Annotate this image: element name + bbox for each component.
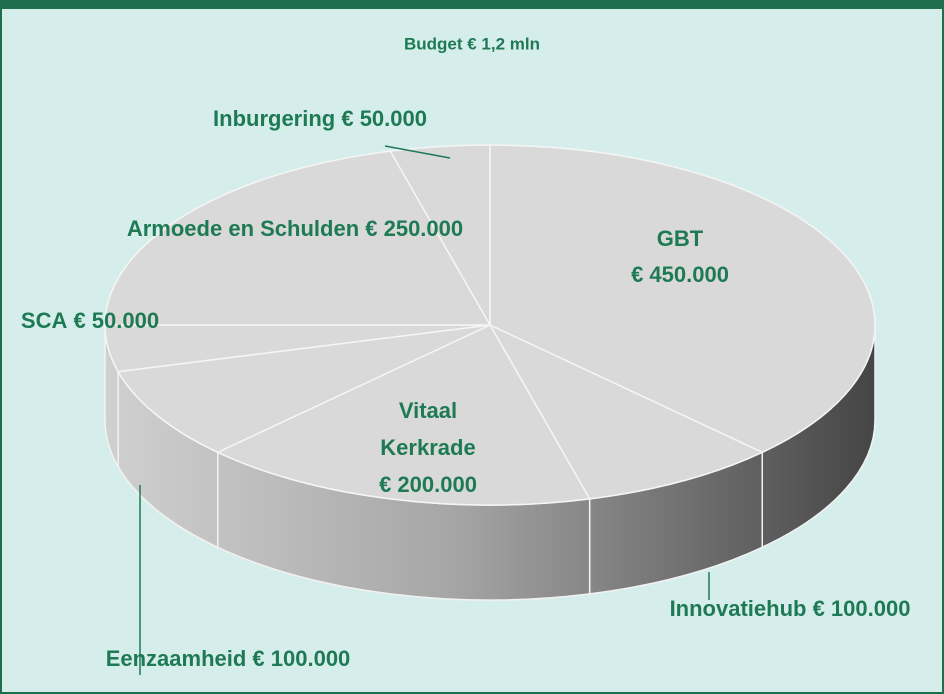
category-label: SCA — [21, 308, 68, 333]
category-label: Eenzaamheid — [106, 646, 247, 671]
slice — [488, 323, 765, 500]
chart-title: Budget € 1,2 mln — [404, 34, 540, 53]
category-label: GBT — [657, 226, 704, 251]
labels: GBT € 450.000 Innovatiehub € 100.000 Vitaal… — [21, 106, 911, 671]
slice — [215, 324, 591, 506]
category-label: Vitaal Kerkrade — [380, 398, 475, 460]
value-label: € 50.000 — [335, 106, 427, 131]
value-label: € 450.000 — [631, 262, 729, 287]
data-label: GBT € 450.000 — [631, 226, 729, 287]
value-label: € 100.000 — [246, 646, 350, 671]
header-bar — [0, 0, 944, 9]
leader-lines — [139, 145, 710, 675]
data-label: Vitaal Kerkrade € 200.000 — [379, 398, 477, 497]
category-label: Inburgering — [213, 106, 335, 131]
category-label: Armoede en Schulden — [127, 216, 359, 241]
pie — [104, 144, 876, 601]
data-label: Armoede en Schulden € 250.000 — [127, 216, 463, 241]
data-label: SCA € 50.000 — [21, 308, 159, 333]
slice — [489, 144, 876, 454]
leader-line — [384, 145, 451, 159]
slice — [389, 144, 491, 328]
value-label: € 250.000 — [359, 216, 463, 241]
value-label: € 50.000 — [67, 308, 159, 333]
value-label: € 200.000 — [379, 472, 477, 497]
data-label: Inburgering € 50.000 — [213, 106, 427, 131]
value-label: € 100.000 — [806, 596, 910, 621]
slice — [116, 324, 491, 454]
data-label: Innovatiehub € 100.000 — [670, 596, 911, 621]
category-label: Innovatiehub — [670, 596, 807, 621]
data-label: Eenzaamheid € 100.000 — [106, 646, 351, 671]
slice — [104, 150, 492, 326]
